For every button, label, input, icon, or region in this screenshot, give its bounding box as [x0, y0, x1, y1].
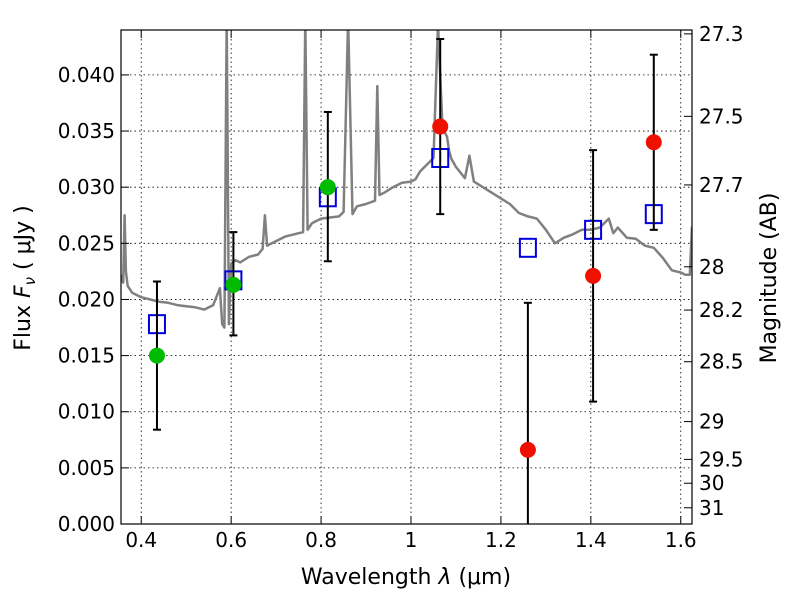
y-tick-label: 0.010 — [58, 400, 115, 424]
x-tick-label: 1.2 — [485, 528, 517, 552]
x-tick-label: 1.6 — [665, 528, 697, 552]
photometry-point-green — [319, 179, 336, 196]
model-flux-square — [518, 237, 537, 258]
y-tick-label: 0.000 — [58, 512, 115, 536]
y2-tick-label: 31 — [699, 496, 724, 520]
y2-tick-label: 27.7 — [699, 173, 744, 197]
y2-tick-label: 28.2 — [699, 298, 744, 322]
x-tick-label: 1 — [405, 528, 418, 552]
photometry-point-green — [148, 347, 165, 364]
data-layer — [121, 30, 692, 524]
grid-lines — [121, 30, 692, 524]
y-tick-label: 0.020 — [58, 287, 115, 311]
y2-tick-label: 29 — [699, 410, 724, 434]
x-axis-label: Wavelength λ (μm) — [301, 565, 511, 590]
y2-tick-label: 29.5 — [699, 447, 744, 471]
y2-tick-label: 27.3 — [699, 22, 744, 46]
y-tick-label: 0.035 — [58, 119, 115, 143]
photometry-point-red — [432, 118, 449, 135]
plot-frame — [120, 29, 693, 525]
x-tick-label: 0.4 — [125, 528, 157, 552]
photometry-point-red — [585, 267, 602, 284]
y2-tick-label: 28.5 — [699, 350, 744, 374]
model-spectrum-line — [121, 30, 692, 329]
y2-tick-label: 27.5 — [699, 104, 744, 128]
plot-background — [121, 30, 692, 524]
y2-tick-label: 30 — [699, 471, 724, 495]
photometry-point-red — [645, 134, 662, 151]
x-tick-label: 0.6 — [215, 528, 247, 552]
y-tick-label: 0.025 — [58, 231, 115, 255]
tick-marks — [121, 30, 692, 525]
y-tick-label: 0.015 — [58, 344, 115, 368]
tick-labels: 0.4 0.6 0.8 1 1.2 1.4 1.6 0.000 0.005 0.010 0.015 0… — [58, 22, 744, 552]
y2-axis-label: Magnitude (AB) — [757, 193, 782, 364]
x-tick-label: 0.8 — [305, 528, 337, 552]
x-tick-label: 1.4 — [575, 528, 607, 552]
photometry-point-red — [519, 441, 536, 458]
y-tick-label: 0.030 — [58, 175, 115, 199]
y2-tick-label: 28 — [699, 255, 724, 279]
photometry-point-green — [225, 276, 242, 293]
y-tick-label: 0.040 — [58, 63, 115, 87]
y-tick-label: 0.005 — [58, 456, 115, 480]
y-axis-label: Flux Fν ( μJy ) — [11, 205, 39, 350]
